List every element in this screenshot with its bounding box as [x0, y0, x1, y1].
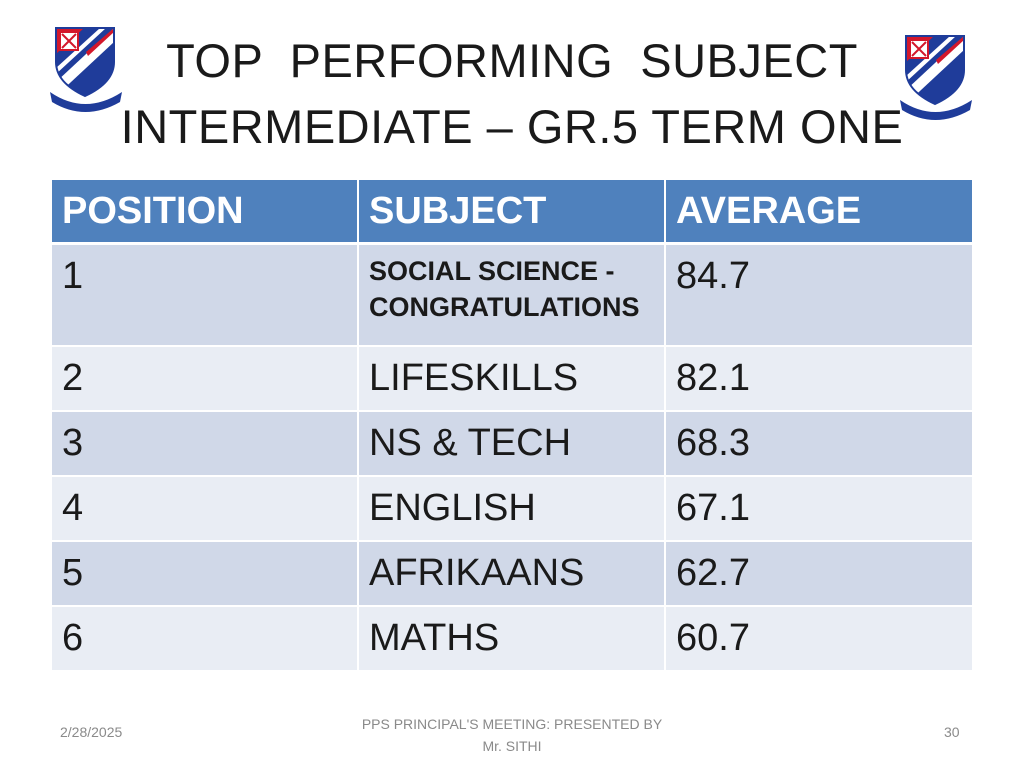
- header-subject: SUBJECT: [358, 180, 666, 245]
- school-crest-logo-right: [896, 30, 976, 120]
- footer-date: 2/28/2025: [60, 724, 123, 740]
- average-cell: 82.1: [665, 346, 972, 412]
- footer-presenter-line-2: Mr. SITHI: [482, 738, 542, 754]
- table-row: 1 SOCIAL SCIENCE - CONGRATULATIONS 84.7: [52, 243, 972, 347]
- position-cell: 3: [52, 411, 359, 477]
- table-row: 3 NS & TECH 68.3: [52, 411, 972, 477]
- average-cell: 60.7: [665, 606, 972, 672]
- footer-presenter: PPS PRINCIPAL'S MEETING: PRESENTED BY Mr…: [350, 713, 674, 757]
- slide-title-line-2: INTERMEDIATE – GR.5 TERM ONE: [120, 100, 904, 153]
- slide-title: TOP PERFORMING SUBJECT INTERMEDIATE – GR…: [100, 28, 924, 160]
- table-row: 2 LIFESKILLS 82.1: [52, 346, 972, 412]
- position-cell: 6: [52, 606, 359, 672]
- results-table: POSITION SUBJECT AVERAGE 1 SOCIAL SCIENC…: [52, 180, 972, 672]
- subject-line-1: SOCIAL SCIENCE -: [369, 256, 615, 286]
- subject-cell: LIFESKILLS: [358, 346, 666, 412]
- subject-cell: AFRIKAANS: [358, 541, 666, 607]
- header-position: POSITION: [52, 180, 359, 245]
- table-row: 6 MATHS 60.7: [52, 606, 972, 672]
- subject-cell: MATHS: [358, 606, 666, 672]
- position-cell: 2: [52, 346, 359, 412]
- average-cell: 62.7: [665, 541, 972, 607]
- crest-icon: [50, 27, 122, 112]
- header-average: AVERAGE: [665, 180, 972, 245]
- subject-cell: ENGLISH: [358, 476, 666, 542]
- average-cell: 84.7: [665, 243, 972, 347]
- table-row: 5 AFRIKAANS 62.7: [52, 541, 972, 607]
- school-crest-logo-left: [46, 22, 126, 112]
- average-cell: 67.1: [665, 476, 972, 542]
- table-header-row: POSITION SUBJECT AVERAGE: [52, 180, 972, 245]
- subject-line-2: CONGRATULATIONS: [369, 292, 640, 322]
- slide-title-line-1: TOP PERFORMING SUBJECT: [166, 34, 858, 87]
- position-cell: 5: [52, 541, 359, 607]
- crest-icon: [900, 35, 972, 120]
- subject-cell: SOCIAL SCIENCE - CONGRATULATIONS: [358, 243, 666, 347]
- footer-presenter-line-1: PPS PRINCIPAL'S MEETING: PRESENTED BY: [361, 716, 663, 732]
- slide-number: 30: [944, 724, 960, 740]
- position-cell: 4: [52, 476, 359, 542]
- table-row: 4 ENGLISH 67.1: [52, 476, 972, 542]
- position-cell: 1: [52, 243, 359, 347]
- subject-cell: NS & TECH: [358, 411, 666, 477]
- average-cell: 68.3: [665, 411, 972, 477]
